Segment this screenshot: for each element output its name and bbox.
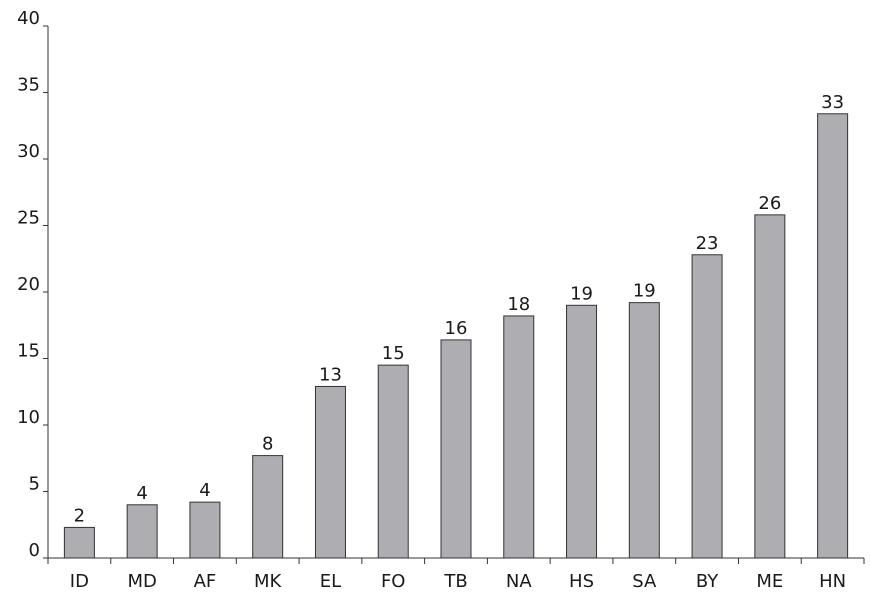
y-tick-label: 40: [17, 8, 40, 29]
bar-mk: [253, 456, 283, 558]
bar-md: [127, 505, 157, 558]
x-tick-label: ID: [70, 571, 89, 592]
bar-hn: [818, 114, 848, 558]
y-tick-label: 10: [17, 407, 40, 428]
data-label: 16: [445, 318, 468, 339]
data-label: 23: [696, 233, 719, 254]
data-label: 4: [136, 483, 147, 504]
x-tick-label: SA: [632, 571, 657, 592]
x-tick-label: AF: [194, 571, 217, 592]
x-tick-label: EL: [320, 571, 341, 592]
x-tick-label: MD: [127, 571, 156, 592]
x-tick-label: FO: [381, 571, 406, 592]
y-tick-label: 20: [17, 274, 40, 295]
x-axis: ID MD AF MK EL FO TB NA HS SA BY ME HN: [48, 558, 864, 592]
bar-tb: [441, 340, 471, 558]
data-label: 18: [507, 294, 530, 315]
x-tick-label: HN: [819, 571, 846, 592]
x-tick-label: HS: [569, 571, 594, 592]
x-tick-label: MK: [254, 571, 283, 592]
bar-me: [755, 215, 785, 558]
bar-id: [64, 527, 94, 558]
data-label: 33: [821, 92, 844, 113]
y-tick-label: 30: [17, 141, 40, 162]
bar-af: [190, 502, 220, 558]
x-tick-label: BY: [696, 571, 719, 592]
data-label: 4: [199, 480, 210, 501]
x-tick-label: ME: [756, 571, 783, 592]
y-tick-label: 25: [17, 208, 40, 229]
bar-el: [315, 386, 345, 558]
bar-fo: [378, 365, 408, 558]
y-tick-label: 0: [29, 540, 40, 561]
y-tick-label: 35: [17, 75, 40, 96]
x-tick-label: TB: [443, 571, 467, 592]
data-label: 26: [758, 193, 781, 214]
x-tick-label: NA: [506, 571, 532, 592]
y-tick-label: 15: [17, 341, 40, 362]
data-label: 8: [262, 434, 273, 455]
bar-sa: [629, 303, 659, 558]
bar-by: [692, 255, 722, 558]
y-axis: 0 5 10 15 20 25 30 35 40: [17, 8, 48, 561]
data-label: 15: [382, 343, 405, 364]
bar-na: [504, 316, 534, 558]
data-label: 2: [74, 505, 85, 526]
data-label: 19: [633, 281, 656, 302]
data-label: 19: [570, 283, 593, 304]
data-label: 13: [319, 364, 342, 385]
y-tick-label: 5: [29, 474, 40, 495]
bar-hs: [567, 305, 597, 558]
